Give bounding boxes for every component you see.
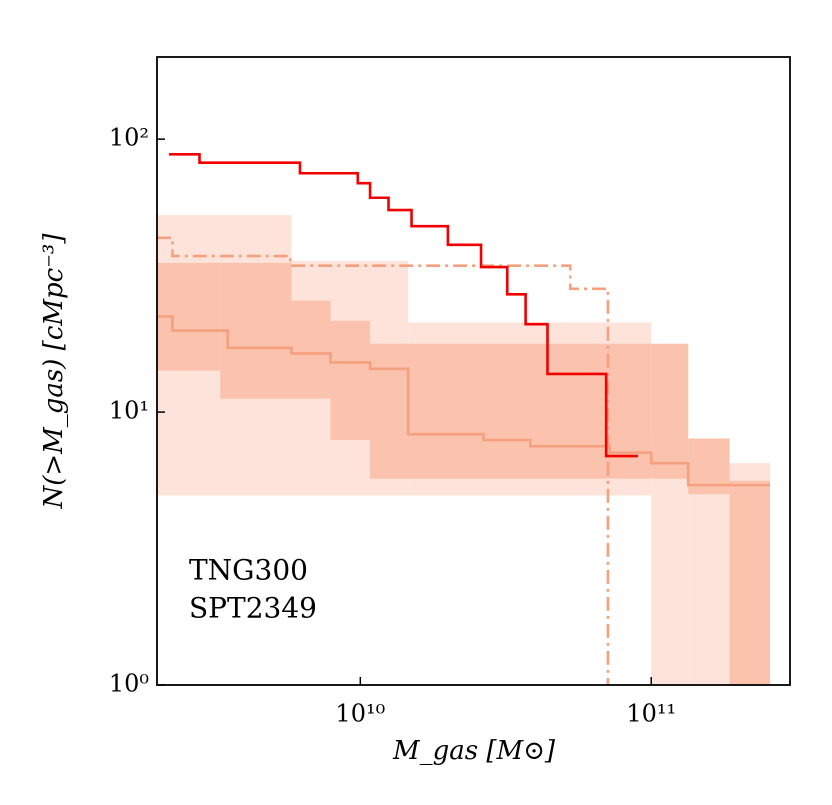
step-line	[169, 153, 638, 458]
y-tick-label: 10²	[109, 124, 149, 152]
band-segment	[651, 343, 689, 479]
x-tick-label: 10¹¹	[626, 700, 676, 728]
band-segment	[291, 300, 331, 399]
legend-label: TNG300	[189, 554, 308, 587]
y-tick-label: 10⁰	[109, 670, 149, 698]
plot-frame	[156, 56, 791, 686]
band-segment	[220, 262, 292, 399]
y-axis-label: N(>M_gas) [cMpc⁻³]	[39, 233, 69, 510]
step-line	[157, 315, 770, 487]
y-tick-label: 10¹	[109, 397, 149, 425]
x-tick-label: 10¹⁰	[335, 700, 385, 728]
step-line	[157, 236, 610, 685]
band-segment	[330, 320, 371, 441]
legend-label: SPT2349	[189, 592, 317, 625]
band-segment	[729, 480, 770, 685]
x-axis-label: M_gas [M⊙]	[392, 736, 556, 766]
plot-area	[157, 153, 770, 685]
band-segment	[370, 343, 652, 479]
